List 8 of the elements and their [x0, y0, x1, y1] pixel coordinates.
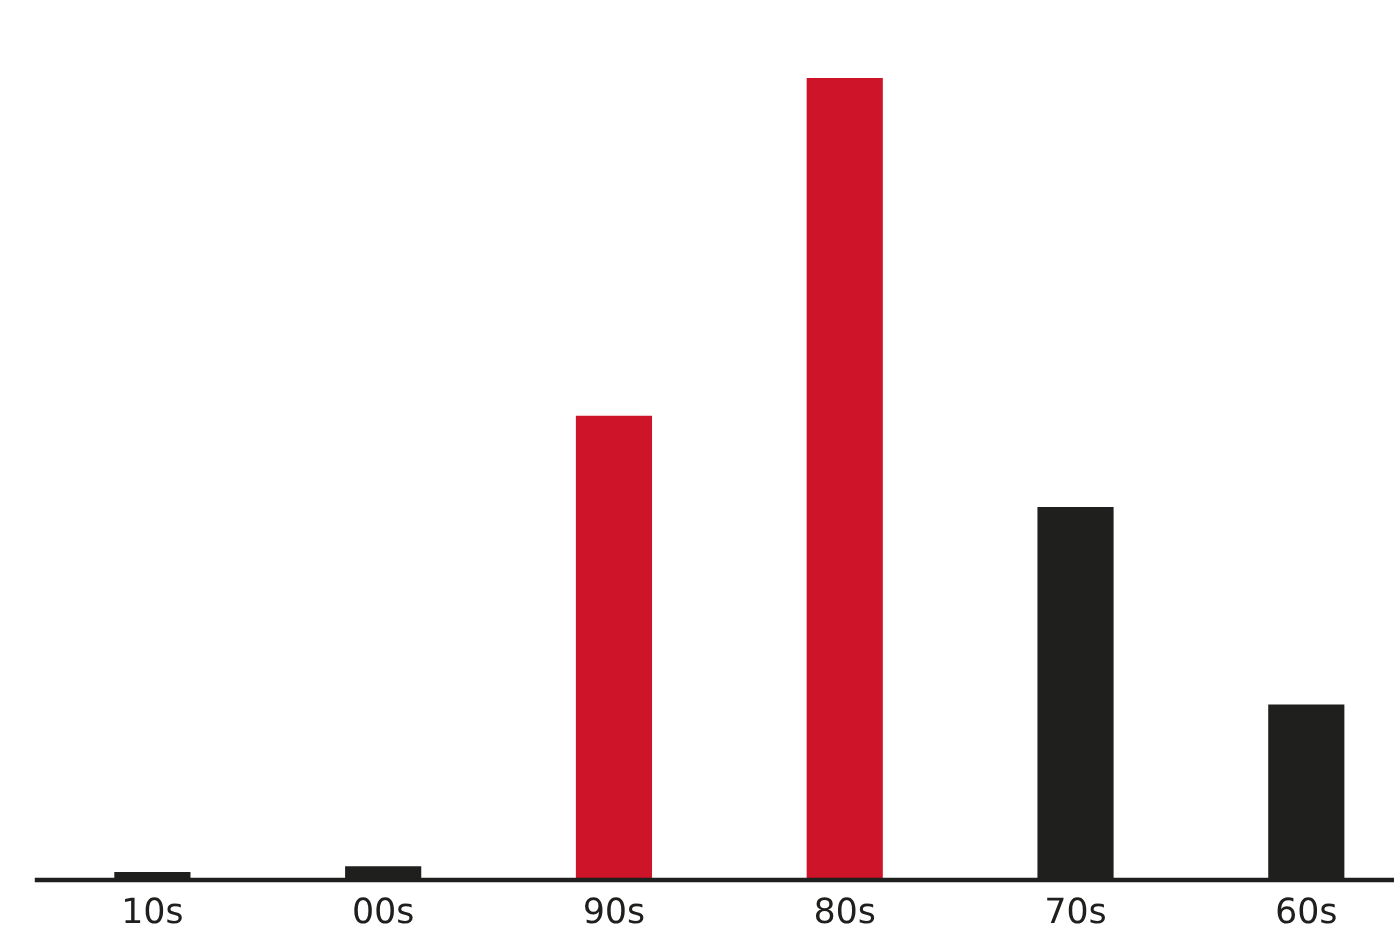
x-tick-label: 10s [125, 897, 182, 924]
x-tick-label: 60s [1277, 897, 1336, 924]
bar [806, 78, 883, 880]
bar [575, 415, 653, 880]
x-tick-label: 90s [585, 897, 644, 924]
x-tick-label: 00s [354, 897, 413, 924]
x-tick-label: 80s [815, 897, 875, 924]
x-tick-label: 70s [1047, 897, 1105, 924]
